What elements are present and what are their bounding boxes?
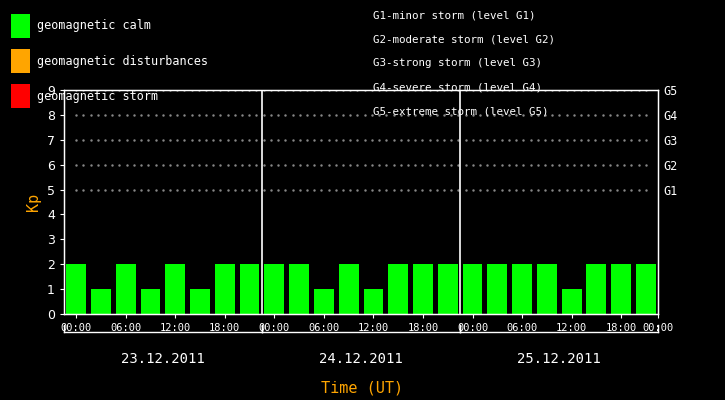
Bar: [116, 264, 136, 314]
Text: geomagnetic calm: geomagnetic calm: [37, 20, 151, 32]
Bar: [438, 264, 457, 314]
Bar: [240, 264, 260, 314]
Bar: [141, 289, 160, 314]
Bar: [339, 264, 359, 314]
Bar: [265, 264, 284, 314]
Text: G4-severe storm (level G4): G4-severe storm (level G4): [373, 82, 542, 92]
Bar: [537, 264, 557, 314]
Bar: [389, 264, 408, 314]
Bar: [215, 264, 235, 314]
Bar: [66, 264, 86, 314]
Text: G5-extreme storm (level G5): G5-extreme storm (level G5): [373, 106, 549, 116]
Bar: [636, 264, 656, 314]
Bar: [363, 289, 384, 314]
Bar: [562, 289, 581, 314]
Bar: [413, 264, 433, 314]
Bar: [289, 264, 309, 314]
Text: G1-minor storm (level G1): G1-minor storm (level G1): [373, 10, 536, 20]
Text: 24.12.2011: 24.12.2011: [319, 352, 403, 366]
Text: geomagnetic storm: geomagnetic storm: [37, 90, 158, 103]
Text: Time (UT): Time (UT): [321, 380, 404, 395]
Bar: [587, 264, 606, 314]
Bar: [487, 264, 508, 314]
Y-axis label: Kp: Kp: [26, 193, 41, 211]
Text: 23.12.2011: 23.12.2011: [121, 352, 204, 366]
Bar: [611, 264, 631, 314]
Bar: [314, 289, 334, 314]
Text: G2-moderate storm (level G2): G2-moderate storm (level G2): [373, 34, 555, 44]
Bar: [463, 264, 482, 314]
Text: geomagnetic disturbances: geomagnetic disturbances: [37, 55, 208, 68]
Bar: [91, 289, 111, 314]
Text: 25.12.2011: 25.12.2011: [518, 352, 601, 366]
Bar: [190, 289, 210, 314]
Text: G3-strong storm (level G3): G3-strong storm (level G3): [373, 58, 542, 68]
Bar: [165, 264, 185, 314]
Bar: [512, 264, 532, 314]
